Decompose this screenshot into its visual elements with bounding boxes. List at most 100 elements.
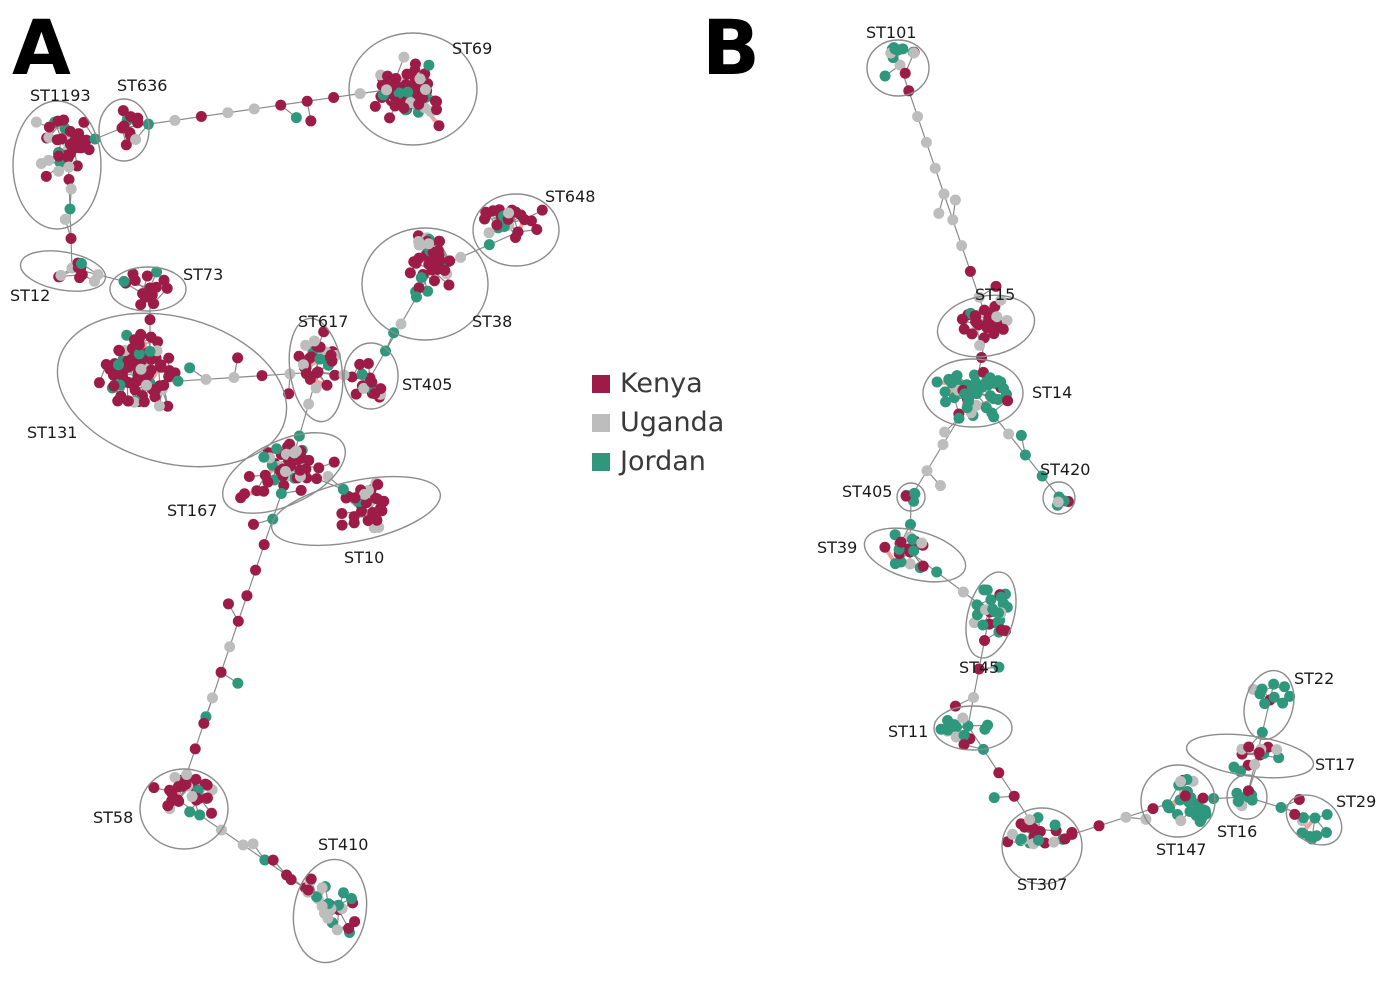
node-jordan — [133, 348, 145, 360]
node-jordan — [232, 677, 244, 689]
node-jordan — [942, 715, 954, 727]
node-uganda — [135, 363, 147, 375]
node-uganda — [1175, 776, 1187, 788]
node-uganda — [322, 471, 334, 483]
node-kenya — [161, 282, 173, 294]
node-uganda — [1249, 759, 1261, 771]
node-kenya — [173, 795, 185, 807]
node-uganda — [316, 882, 328, 894]
node-jordan — [314, 353, 326, 365]
node-kenya — [958, 323, 970, 335]
cluster-outline — [1285, 794, 1343, 846]
legend-item-uganda: Uganda — [592, 403, 724, 442]
node-kenya — [58, 114, 70, 126]
node-uganda — [43, 132, 55, 144]
node-kenya — [141, 270, 153, 282]
node-jordan — [411, 291, 422, 303]
node-uganda — [974, 339, 986, 351]
node-jordan — [1259, 698, 1271, 710]
cluster-label: ST405 — [402, 375, 452, 394]
node-kenya — [83, 144, 95, 156]
uganda-swatch-icon — [592, 413, 610, 432]
node-kenya — [531, 224, 543, 236]
node-kenya — [144, 314, 156, 326]
node-jordan — [950, 721, 962, 733]
node-kenya — [294, 464, 306, 476]
cluster-outlines — [12, 32, 1343, 964]
node-kenya — [895, 536, 907, 548]
cluster-label: ST167 — [167, 501, 217, 520]
node-kenya — [536, 204, 548, 216]
node-kenya — [964, 265, 976, 277]
node-uganda — [310, 382, 322, 394]
node-kenya — [305, 115, 317, 127]
node-kenya — [349, 916, 361, 928]
node-kenya — [311, 367, 323, 379]
node-jordan — [905, 519, 916, 530]
cluster-outline — [12, 100, 102, 230]
node-jordan — [993, 661, 1005, 673]
node-jordan — [380, 345, 391, 357]
cluster-outline — [270, 475, 442, 547]
node-kenya — [64, 125, 76, 137]
node-jordan — [1268, 691, 1280, 703]
node-jordan — [971, 609, 983, 621]
node-kenya — [1289, 808, 1301, 820]
node-uganda — [938, 188, 950, 200]
node-jordan — [1309, 812, 1321, 824]
node-uganda — [140, 379, 152, 391]
node-jordan — [1199, 805, 1211, 817]
node-kenya — [1147, 803, 1159, 815]
node-jordan — [1320, 827, 1332, 839]
node-jordan — [985, 594, 997, 606]
cluster-outline — [109, 266, 187, 312]
node-jordan — [987, 603, 999, 615]
node-kenya — [360, 497, 372, 509]
node-uganda — [937, 439, 949, 450]
cluster-label: ST101 — [866, 23, 916, 42]
node-kenya — [318, 326, 330, 338]
node-kenya — [525, 215, 537, 227]
node-kenya — [124, 360, 136, 372]
node-uganda — [1006, 828, 1018, 840]
node-uganda — [130, 134, 142, 146]
node-jordan — [995, 591, 1007, 603]
cluster-label: ST307 — [1017, 875, 1067, 894]
node-kenya — [369, 100, 381, 112]
cluster-outline — [288, 317, 344, 423]
node-uganda — [300, 339, 312, 351]
node-jordan — [151, 266, 163, 278]
node-uganda — [1052, 496, 1064, 508]
node-uganda — [358, 382, 370, 394]
legend: Kenya Uganda Jordan — [592, 364, 724, 481]
node-uganda — [381, 84, 393, 96]
node-kenya — [302, 884, 314, 896]
cluster-outline — [348, 32, 478, 146]
node-jordan — [483, 239, 495, 251]
node-uganda — [55, 269, 67, 281]
node-kenya — [301, 95, 313, 107]
node-jordan — [966, 382, 978, 394]
node-jordan — [1015, 429, 1027, 441]
cluster-outline — [139, 768, 229, 850]
node-kenya — [354, 358, 366, 370]
cluster-label: ST14 — [1032, 383, 1072, 402]
node-kenya — [398, 102, 410, 114]
node-kenya — [1242, 785, 1254, 797]
node-uganda — [991, 311, 1003, 323]
node-kenya — [375, 502, 387, 514]
cluster-outline — [866, 39, 930, 97]
node-kenya — [413, 282, 425, 294]
node-uganda — [1120, 811, 1132, 823]
cluster-outline — [896, 482, 926, 512]
node-jordan — [1015, 833, 1027, 845]
node-kenya — [262, 476, 274, 488]
node-jordan — [259, 854, 271, 866]
node-kenya — [232, 352, 244, 364]
node-kenya — [117, 105, 129, 117]
node-jordan — [946, 377, 958, 389]
node-uganda — [921, 465, 933, 477]
node-jordan — [337, 887, 349, 899]
